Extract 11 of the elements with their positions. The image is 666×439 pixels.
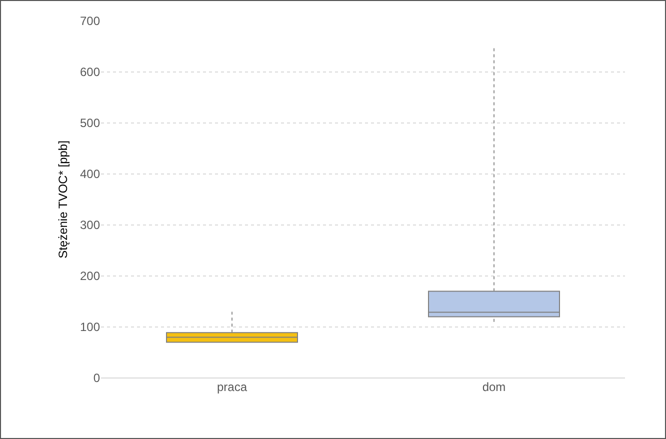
- y-tick-label: 0: [93, 371, 100, 386]
- y-axis-title: Stężenie TVOC* [ppb]: [56, 140, 70, 258]
- y-tick-label: 700: [80, 14, 100, 28]
- y-tick-label: 300: [80, 218, 100, 232]
- x-tick-label: praca: [216, 380, 248, 394]
- y-tick-label: 500: [80, 116, 100, 130]
- y-tick-label: 600: [80, 65, 100, 80]
- x-tick-label: dom: [482, 380, 506, 394]
- y-tick-label: 100: [80, 320, 100, 334]
- y-tick-label: 400: [80, 167, 100, 182]
- y-tick-label: 200: [80, 269, 100, 284]
